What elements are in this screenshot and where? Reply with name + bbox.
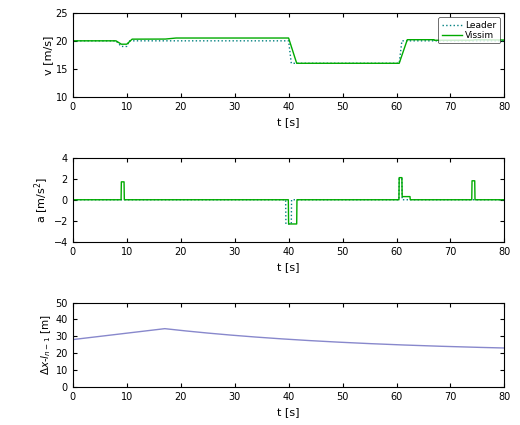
Vissim [495,37,501,42]
Leader [501,38,508,43]
Leader [472,38,478,43]
Vissim [237,35,243,40]
Leader [288,61,294,66]
Vissim [472,37,478,42]
Y-axis label: v [m/s]: v [m/s] [43,35,53,74]
Leader [465,38,471,43]
Y-axis label: a [m/s$^2$]: a [m/s$^2$] [32,177,51,223]
Leader [237,38,243,43]
Vissim [172,35,178,40]
Line: Leader: Leader [73,41,504,63]
Leader [70,38,76,43]
Line: Vissim: Vissim [73,38,504,63]
Vissim [294,61,300,66]
Vissim [501,38,508,43]
X-axis label: t [s]: t [s] [277,262,300,272]
X-axis label: t [s]: t [s] [277,117,300,128]
Legend: Leader, Vissim: Leader, Vissim [438,17,500,43]
Vissim [70,38,76,43]
Vissim [465,38,471,43]
X-axis label: t [s]: t [s] [277,407,300,417]
Leader [495,38,501,43]
Leader [287,52,293,57]
Leader [342,61,348,66]
Vissim [288,41,294,46]
Vissim [342,61,348,66]
Y-axis label: $\Delta x$-$l_{n-1}$ [m]: $\Delta x$-$l_{n-1}$ [m] [39,314,53,375]
